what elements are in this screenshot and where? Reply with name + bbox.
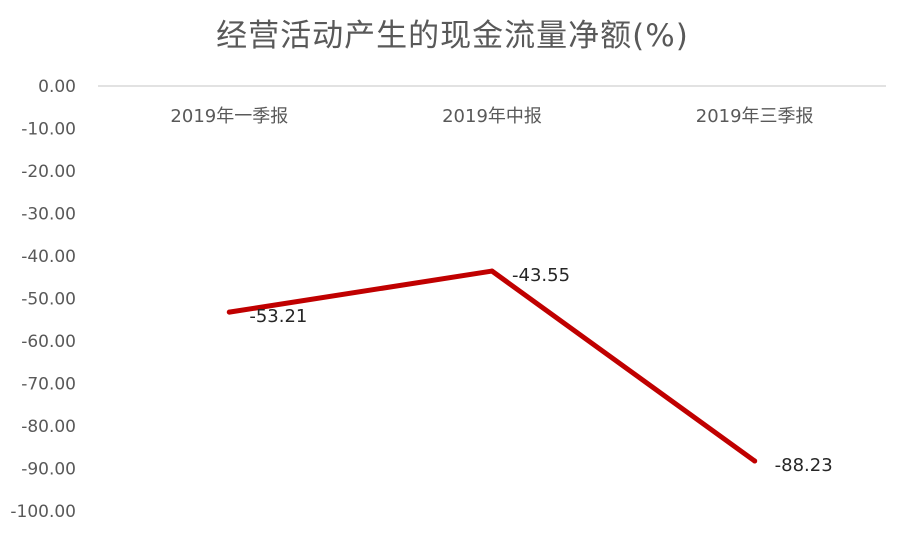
y-tick-label: -70.00 [21,375,76,395]
data-label: -43.55 [512,265,570,286]
chart-title: 经营活动产生的现金流量净额(%) [216,18,689,54]
y-tick-label: -100.00 [10,502,76,522]
x-category-label: 2019年三季报 [696,106,814,127]
y-tick-label: -60.00 [21,332,76,352]
y-tick-label: -90.00 [21,460,76,480]
series-line [226,268,758,464]
y-tick-label: 0.00 [38,77,76,97]
x-category-label: 2019年一季报 [170,106,288,127]
y-tick-label: -10.00 [21,120,76,140]
y-tick-label: -50.00 [21,290,76,310]
y-tick-label: -20.00 [21,162,76,182]
data-point [226,309,232,315]
data-label: -53.21 [249,306,307,327]
y-tick-label: -30.00 [21,205,76,225]
data-label: -88.23 [775,455,833,476]
y-tick-label: -80.00 [21,417,76,437]
y-tick-label: -40.00 [21,247,76,267]
data-point [752,458,758,464]
x-category-label: 2019年中报 [442,106,542,127]
data-point [489,268,495,274]
